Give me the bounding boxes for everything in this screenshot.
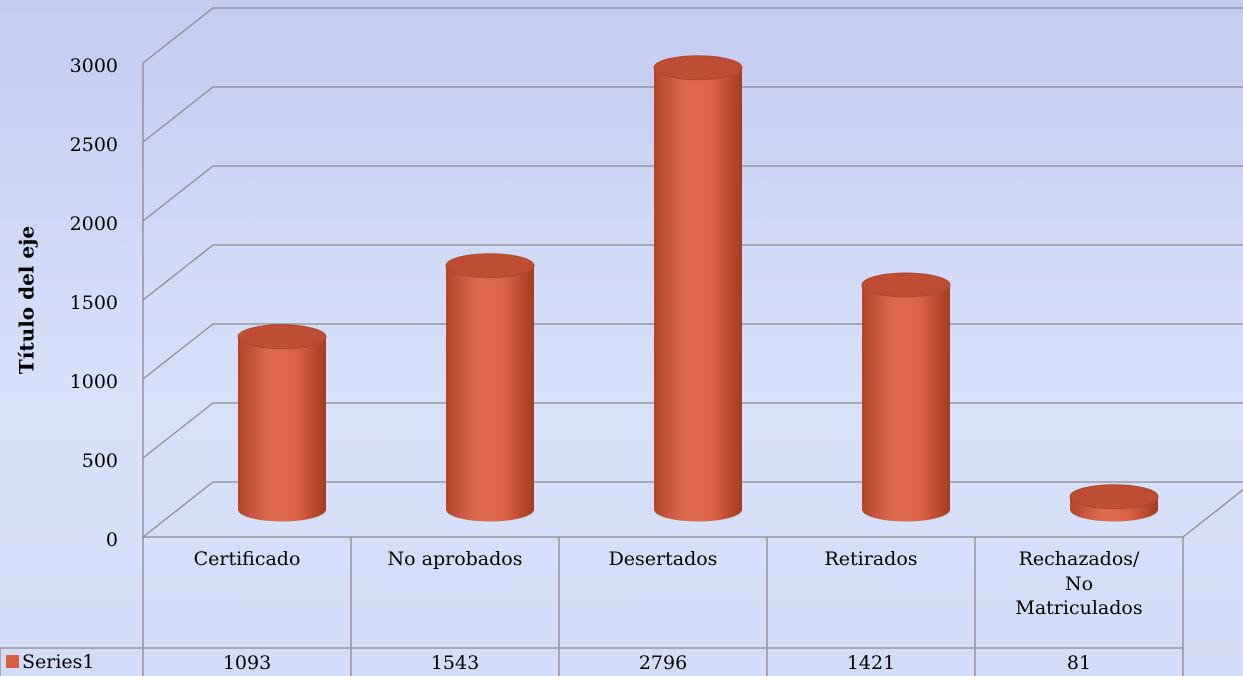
- legend-swatch: [6, 655, 19, 668]
- bar-top: [237, 324, 327, 350]
- bar: [446, 253, 534, 522]
- bar-top: [445, 253, 535, 279]
- legend-label: Series1: [22, 651, 95, 673]
- y-tick-label: 0: [106, 529, 118, 551]
- x-tick-label: Desertados: [559, 547, 767, 648]
- x-tick-label: Certificado: [143, 547, 351, 648]
- y-tick-label: 3000: [70, 55, 118, 77]
- grid-line: [142, 7, 1243, 64]
- value-label-text: 1421: [846, 652, 896, 675]
- value-label: 1421: [767, 651, 975, 676]
- value-label-text: 81: [1066, 652, 1092, 675]
- bar-top-shade: [1070, 484, 1158, 509]
- x-tick-label-text: No aprobados: [387, 548, 523, 570]
- y-tick-label: 1000: [70, 371, 118, 393]
- bar-top: [1069, 484, 1159, 510]
- bar-top-shade: [654, 55, 742, 80]
- bar: [238, 324, 326, 522]
- value-label: 2796: [559, 651, 767, 676]
- grid-line: [142, 86, 1243, 143]
- x-tick-label: No aprobados: [351, 547, 559, 648]
- bar: [654, 55, 742, 522]
- grid-line: [142, 165, 1243, 222]
- bar: [862, 272, 950, 522]
- x-tick-label-text: Rechazados/ No Matriculados: [1015, 548, 1143, 620]
- value-label-text: 1093: [222, 652, 272, 675]
- value-label-text: 2796: [638, 652, 688, 675]
- grid-line: [142, 244, 1243, 301]
- x-tick-label: Rechazados/ No Matriculados: [975, 547, 1183, 648]
- bar-top-shade: [238, 324, 326, 349]
- bar-top-shade: [862, 272, 950, 297]
- x-tick-label-text: Desertados: [608, 548, 718, 570]
- bar-top: [653, 55, 743, 81]
- x-tick-label: Retirados: [767, 547, 975, 648]
- bar-top-shade: [446, 253, 534, 278]
- x-tick-label-text: Certificado: [193, 548, 301, 570]
- value-label: 1543: [351, 651, 559, 676]
- y-axis-title: Título del eje: [15, 226, 39, 374]
- value-label: 81: [975, 651, 1183, 676]
- value-label: 1093: [143, 651, 351, 676]
- bar-top: [861, 272, 951, 298]
- y-tick-label: 2500: [70, 134, 118, 156]
- x-tick-label-text: Retirados: [824, 548, 918, 570]
- y-tick-label: 1500: [70, 292, 118, 314]
- value-label-text: 1543: [430, 652, 480, 675]
- y-tick-label: 500: [82, 450, 118, 472]
- y-tick-label: 2000: [70, 213, 118, 235]
